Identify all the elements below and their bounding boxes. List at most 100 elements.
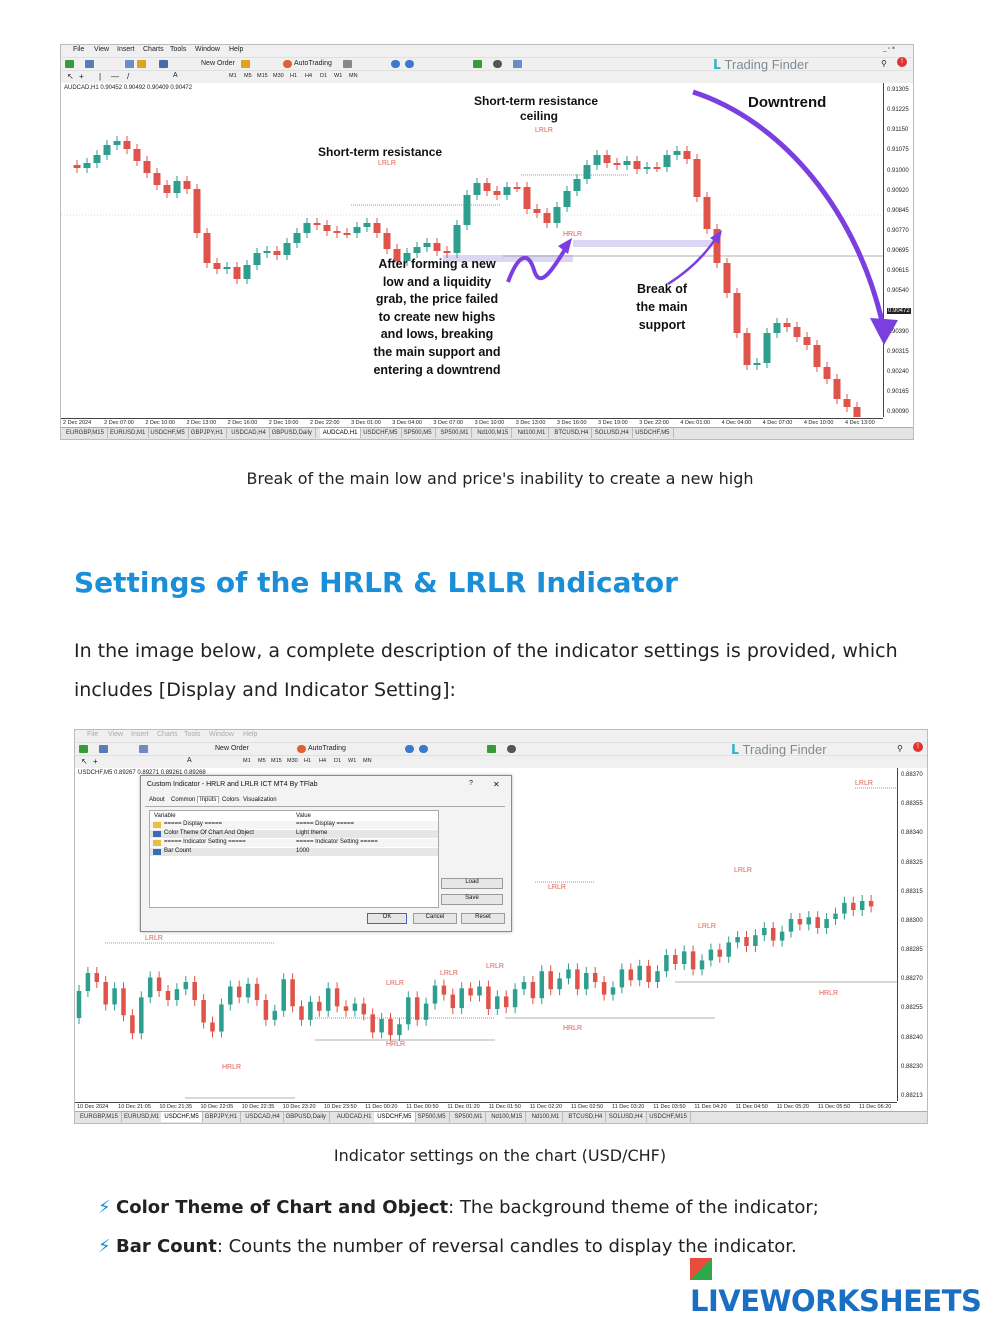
tf-m5[interactable]: M5: [244, 73, 252, 79]
autotrading-button-2[interactable]: AutoTrading: [308, 745, 346, 752]
menu-item-file[interactable]: File: [73, 46, 85, 53]
notification-icon-2[interactable]: !: [913, 742, 923, 752]
table-row[interactable]: Color Theme Of Chart And Object Light th…: [150, 830, 438, 838]
menu2-view[interactable]: View: [108, 731, 124, 738]
crosshair-icon[interactable]: +: [79, 72, 84, 81]
autotrading-button[interactable]: AutoTrading: [294, 60, 332, 67]
dialog-tab-common[interactable]: Common: [171, 797, 196, 803]
tf-m1[interactable]: M1: [229, 73, 237, 79]
symbol-tab[interactable]: EURGBP,M15: [77, 1112, 122, 1122]
zoom-out-icon[interactable]: [405, 60, 414, 68]
new-order-button-2[interactable]: New Order: [215, 745, 249, 752]
menu2-tools[interactable]: Tools: [184, 731, 201, 738]
zoom-in-icon-2[interactable]: [405, 745, 414, 753]
navigator-icon[interactable]: [137, 60, 146, 68]
symbol-tab[interactable]: SOLUSD,H4: [592, 428, 633, 438]
symbol-tab[interactable]: Nd100,M15: [474, 428, 513, 438]
tf2-h1[interactable]: H1: [304, 758, 312, 764]
menu-item-insert[interactable]: Insert: [117, 46, 135, 53]
tf2-m1[interactable]: M1: [243, 758, 251, 764]
symbol-tab[interactable]: USDCHF,M5: [374, 1112, 416, 1122]
market-watch-icon-2[interactable]: [139, 745, 148, 753]
symbol-tab[interactable]: BTCUSD,H4: [565, 1112, 607, 1122]
dialog-tab-colors[interactable]: Colors: [222, 797, 240, 803]
templates-icon[interactable]: [513, 60, 522, 68]
tf2-m30[interactable]: M30: [287, 758, 298, 764]
symbol-tab[interactable]: SP500,M1: [437, 428, 473, 438]
menu2-insert[interactable]: Insert: [131, 731, 149, 738]
new-chart-icon-2[interactable]: [79, 745, 88, 753]
symbol-tab[interactable]: USDCAD,H4: [242, 1112, 284, 1122]
tf2-m5[interactable]: M5: [258, 758, 266, 764]
horizontal-line-icon[interactable]: —: [111, 72, 119, 81]
text-tool-icon[interactable]: A: [173, 72, 178, 79]
terminal-icon[interactable]: [159, 60, 168, 68]
profiles-icon-2[interactable]: [99, 745, 108, 753]
window-controls[interactable]: _ ▫ ×: [883, 46, 896, 52]
dialog-close-button[interactable]: ✕: [493, 780, 500, 789]
symbol-tab[interactable]: Nd100,M1: [515, 428, 550, 438]
cursor-icon-2[interactable]: ↖: [81, 757, 88, 766]
menu2-file[interactable]: File: [87, 731, 99, 738]
symbol-tab[interactable]: SP500,M1: [451, 1112, 487, 1122]
menu-item-tools[interactable]: Tools: [170, 46, 187, 53]
notification-icon[interactable]: !: [897, 57, 907, 67]
tf2-m15[interactable]: M15: [271, 758, 282, 764]
symbol-tab[interactable]: SOLUSD,H4: [606, 1112, 647, 1122]
new-order-button[interactable]: New Order: [201, 60, 235, 67]
symbol-tab[interactable]: EURUSD,M1: [107, 428, 150, 438]
reset-button[interactable]: Reset: [461, 913, 505, 924]
periods-icon-2[interactable]: [507, 745, 516, 753]
zoom-in-icon[interactable]: [391, 60, 400, 68]
menu-item-help[interactable]: Help: [229, 46, 244, 53]
tf-m15[interactable]: M15: [257, 73, 268, 79]
tf-m30[interactable]: M30: [273, 73, 284, 79]
menu2-window[interactable]: Window: [209, 731, 234, 738]
bar-chart-icon[interactable]: [343, 60, 352, 68]
ok-button[interactable]: OK: [367, 913, 407, 924]
menu-item-charts[interactable]: Charts: [143, 46, 164, 53]
table-row[interactable]: ===== Indicator Setting ===== ===== Indi…: [150, 839, 438, 847]
symbol-tab[interactable]: GBPJPY,H1: [202, 1112, 242, 1122]
vertical-line-icon[interactable]: |: [99, 72, 102, 81]
symbol-tab[interactable]: USDCHF,M15: [646, 1112, 691, 1122]
symbol-tab[interactable]: GBPUSD,Daily: [283, 1112, 330, 1122]
symbol-tab[interactable]: EURUSD,M1: [121, 1112, 164, 1122]
menu2-help[interactable]: Help: [243, 731, 258, 738]
tf-h1[interactable]: H1: [290, 73, 298, 79]
tf-w1[interactable]: W1: [334, 73, 343, 79]
new-chart-icon[interactable]: [65, 60, 74, 68]
market-watch-icon[interactable]: [125, 60, 134, 68]
symbol-tab[interactable]: USDCAD,H4: [228, 428, 270, 438]
dialog-tab-visualization[interactable]: Visualization: [243, 797, 277, 803]
symbol-tab[interactable]: USDCHF,M5: [147, 428, 189, 438]
periods-icon[interactable]: [493, 60, 502, 68]
symbol-tab[interactable]: USDCHF,M5: [632, 428, 674, 438]
table-row[interactable]: ===== Display ===== ===== Display =====: [150, 821, 438, 829]
indicators-icon-2[interactable]: [487, 745, 496, 753]
tf2-d1[interactable]: D1: [334, 758, 342, 764]
zoom-out-icon-2[interactable]: [419, 745, 428, 753]
load-button[interactable]: Load: [441, 878, 503, 889]
dialog-help-button[interactable]: ?: [469, 780, 473, 787]
crosshair-icon-2[interactable]: +: [93, 757, 98, 766]
text-tool-icon-2[interactable]: A: [187, 757, 192, 764]
symbol-tab[interactable]: BTCUSD,H4: [551, 428, 593, 438]
symbol-tab[interactable]: USDCHF,M5: [360, 428, 402, 438]
tf2-h4[interactable]: H4: [319, 758, 327, 764]
symbol-tab[interactable]: SP500,M5: [401, 428, 436, 438]
symbol-tab[interactable]: USDCHF,M5: [161, 1112, 203, 1122]
symbol-tab[interactable]: AUDCAD,H1: [334, 1112, 376, 1122]
cursor-icon[interactable]: ↖: [67, 72, 74, 81]
menu-item-view[interactable]: View: [94, 46, 110, 53]
menu-item-window[interactable]: Window: [195, 46, 220, 53]
cancel-button[interactable]: Cancel: [413, 913, 457, 924]
symbol-tab[interactable]: AUDCAD,H1: [319, 428, 362, 438]
search-icon-2[interactable]: ⚲: [897, 744, 903, 753]
symbol-tab[interactable]: SP500,M5: [415, 1112, 450, 1122]
save-button[interactable]: Save: [441, 894, 503, 905]
tf-d1[interactable]: D1: [320, 73, 328, 79]
tf2-mn[interactable]: MN: [363, 758, 372, 764]
symbol-tab[interactable]: GBPUSD,Daily: [269, 428, 316, 438]
profiles-icon[interactable]: [85, 60, 94, 68]
